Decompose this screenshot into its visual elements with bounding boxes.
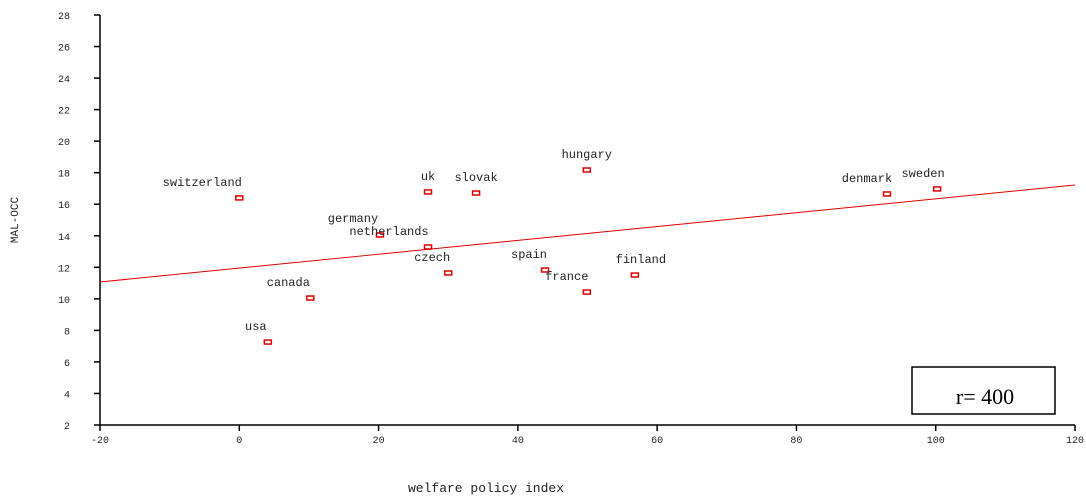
point (375, 232, 385, 238)
y-tick-label: 4 (64, 390, 70, 401)
y-tick-label: 20 (58, 138, 70, 149)
point (471, 190, 481, 196)
point-label: switzerland (163, 176, 242, 190)
y-tick-label: 18 (58, 170, 70, 181)
y-tick-label: 10 (58, 296, 70, 307)
point-label: netherlands (349, 225, 428, 239)
point (263, 339, 273, 345)
point-label: canada (267, 276, 310, 290)
point-label: denmark (842, 172, 892, 186)
point-label: hungary (562, 148, 612, 162)
point-label: slovak (454, 171, 497, 185)
y-tick-label: 16 (58, 201, 70, 212)
y-tick-label: 6 (64, 359, 70, 370)
point (582, 167, 592, 173)
point (630, 272, 640, 278)
point-label: france (545, 270, 588, 284)
trendline (99, 184, 1076, 283)
point-label: uk (421, 170, 435, 184)
x-tick-label: 20 (373, 436, 385, 447)
point (882, 191, 892, 197)
point-label: sweden (901, 167, 944, 181)
x-tick-label: 60 (651, 436, 663, 447)
point-label: germany (328, 212, 378, 226)
x-tick-label: -20 (91, 436, 109, 447)
x-tick-label: 80 (790, 436, 802, 447)
annotation-box (911, 366, 1056, 415)
x-axis-title: welfare policy index (408, 481, 564, 496)
point (306, 295, 315, 301)
annotation: r= 400 (956, 384, 1014, 409)
x-tick-label: 40 (512, 436, 524, 447)
y-tick-label: 12 (58, 264, 70, 275)
point (540, 267, 550, 273)
point-label: czech (414, 251, 450, 265)
point (443, 270, 453, 276)
point (582, 289, 592, 295)
y-tick-label: 24 (58, 75, 70, 86)
x-tick-label: 120 (1066, 436, 1084, 447)
y-tick-label: 2 (64, 422, 70, 433)
point (235, 195, 244, 201)
point-label: spain (511, 248, 547, 262)
y-tick-label: 22 (58, 107, 70, 118)
y-tick-label: 26 (58, 44, 70, 55)
point-label: usa (245, 320, 267, 334)
point-label: finland (616, 253, 666, 267)
y-tick-label: 14 (58, 233, 70, 244)
x-tick-label: 100 (927, 436, 945, 447)
y-axis-title: MAL-OCC (10, 197, 22, 244)
y-tick-label: 28 (58, 12, 70, 23)
point (423, 189, 433, 195)
y-tick-label: 8 (64, 327, 70, 338)
point (423, 244, 433, 250)
point (932, 186, 942, 192)
x-tick-label: 0 (236, 436, 242, 447)
